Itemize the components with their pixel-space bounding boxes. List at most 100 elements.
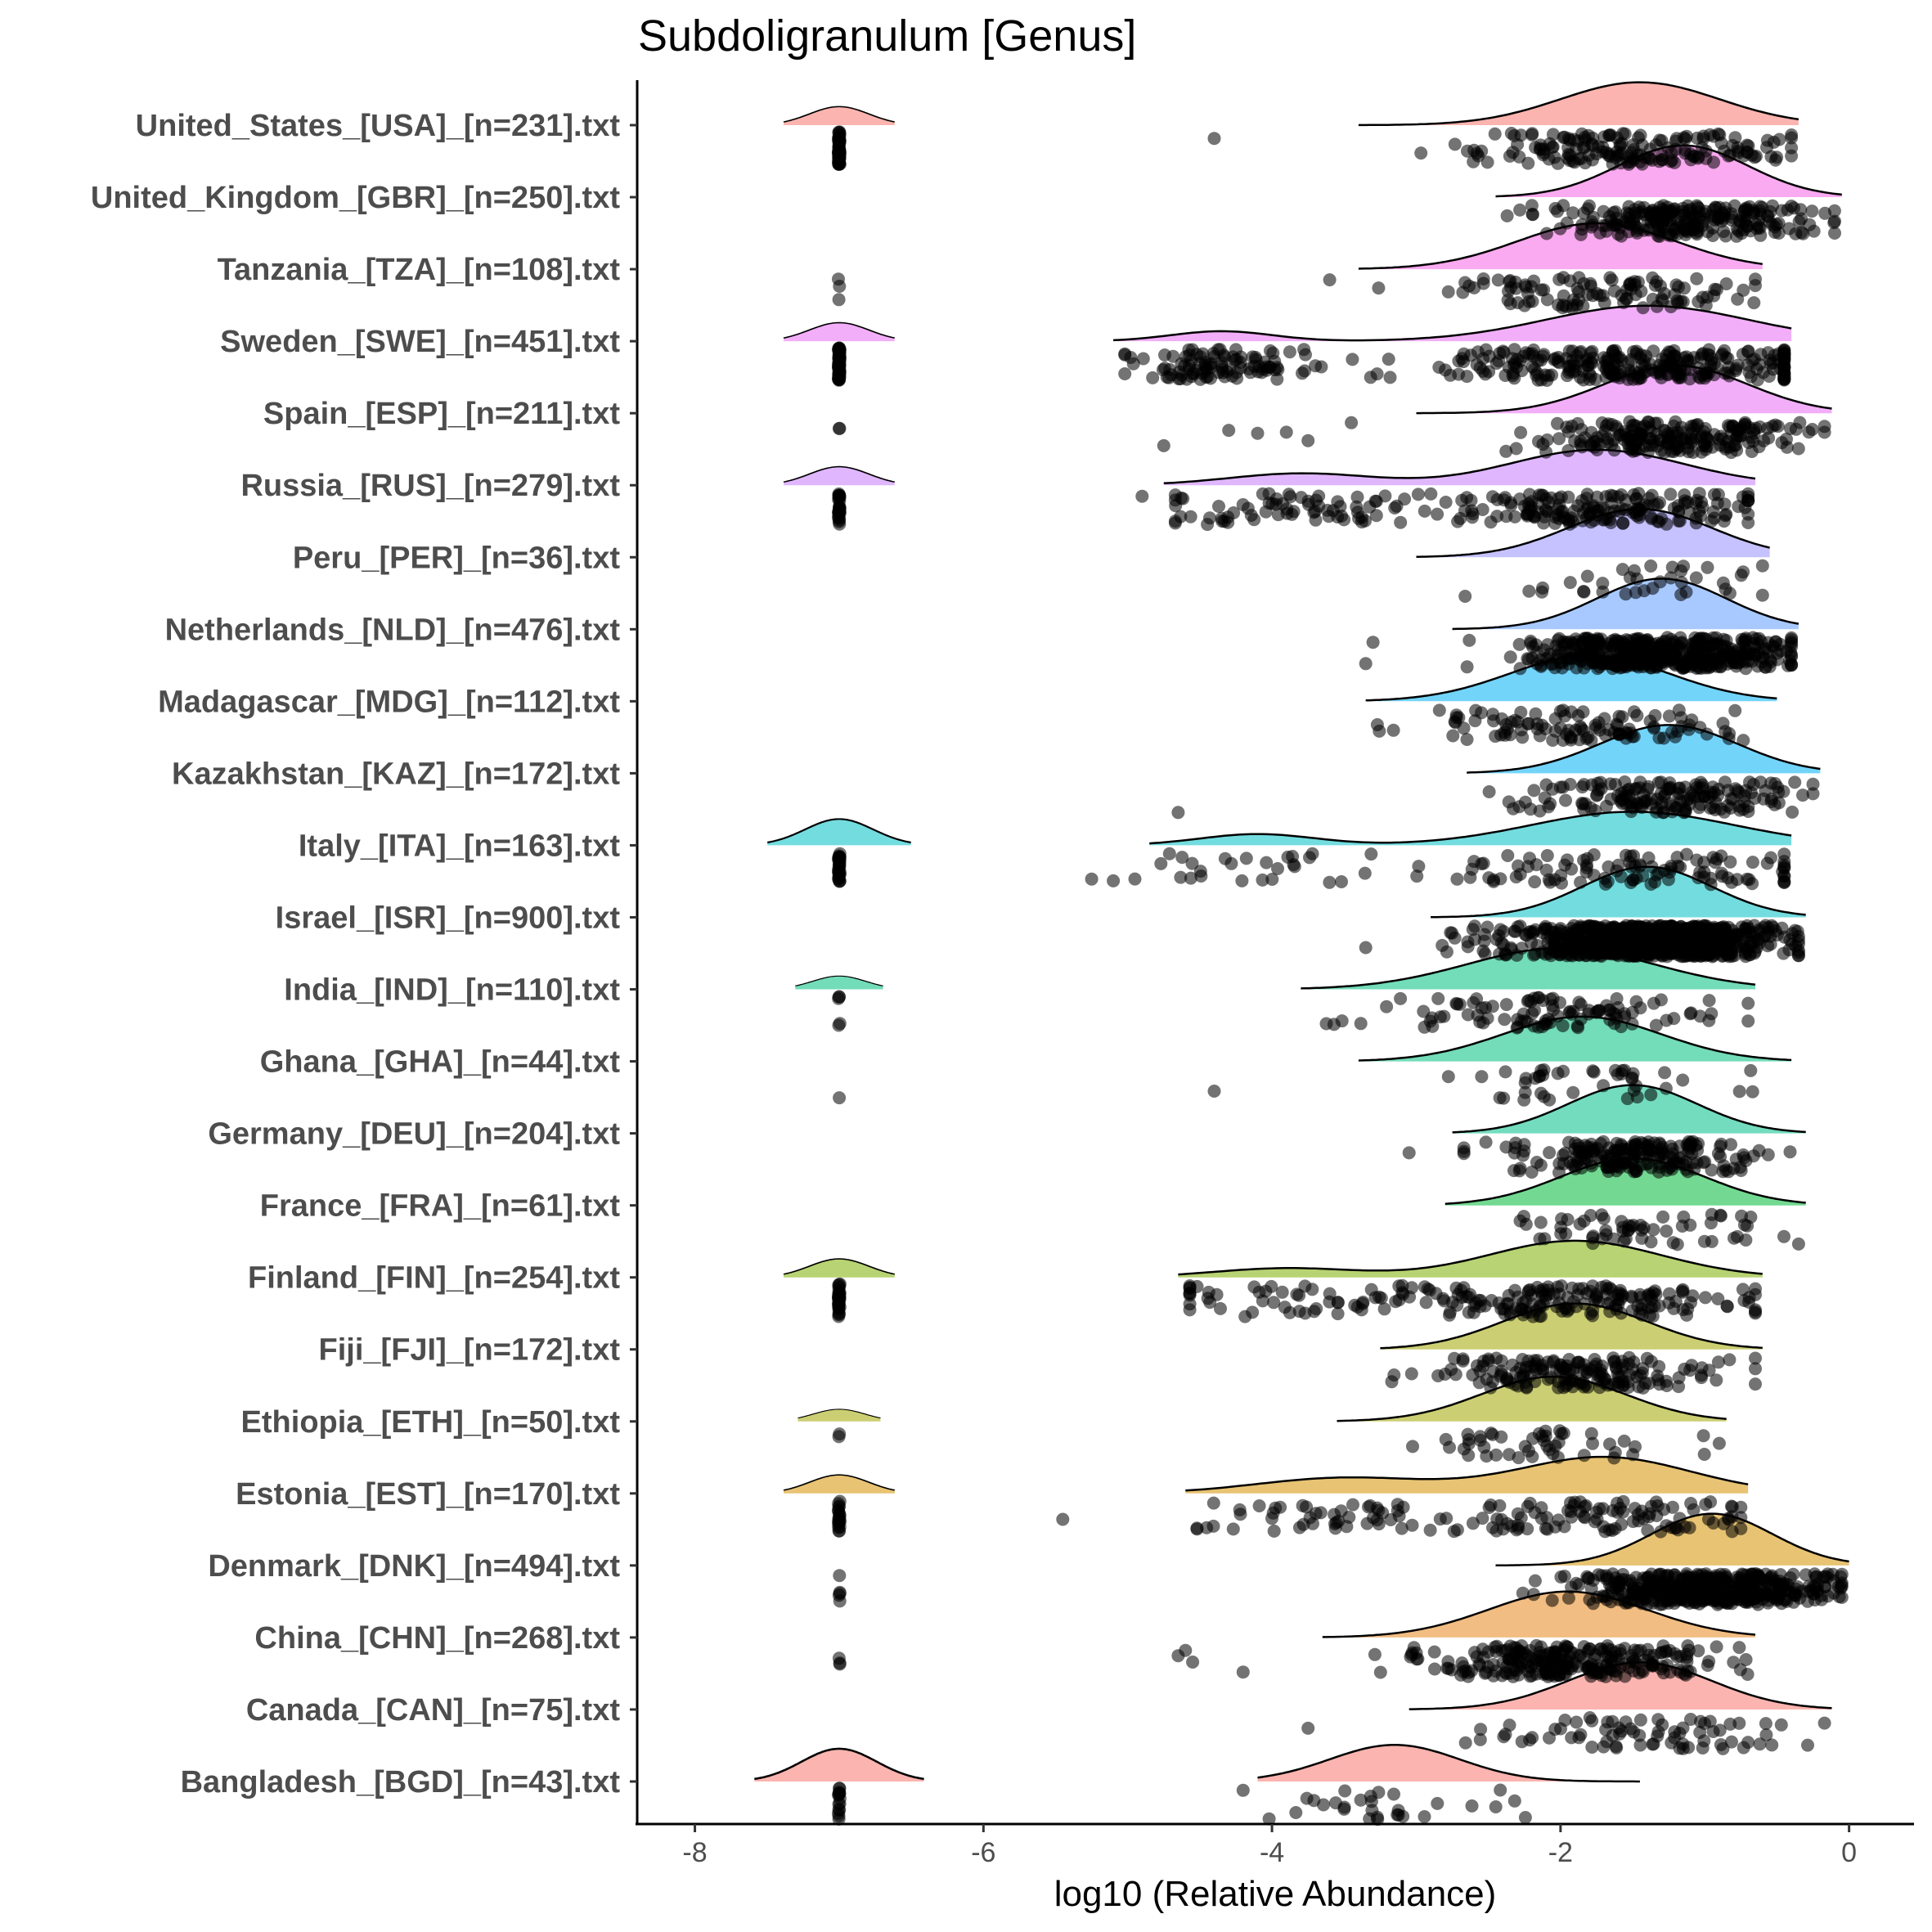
data-point xyxy=(1513,492,1527,506)
data-point xyxy=(1511,137,1525,151)
outlier-point xyxy=(1402,1146,1416,1160)
data-point xyxy=(1551,1067,1565,1081)
density-cloud xyxy=(1322,1591,1755,1638)
data-point xyxy=(1621,437,1635,451)
outlier-point xyxy=(1251,426,1265,440)
data-point xyxy=(1611,490,1625,504)
data-point xyxy=(1378,489,1392,503)
data-point xyxy=(1598,354,1612,368)
data-point xyxy=(1662,1287,1676,1301)
density-cloud xyxy=(1185,1457,1749,1494)
data-point xyxy=(1431,1369,1445,1382)
data-point xyxy=(1817,420,1831,434)
data-point xyxy=(1777,361,1791,375)
data-point xyxy=(1536,581,1549,595)
outlier-point xyxy=(1135,489,1149,503)
data-point xyxy=(1760,133,1774,147)
data-point xyxy=(1527,274,1541,288)
data-point xyxy=(1636,1362,1650,1376)
data-point xyxy=(1710,1373,1723,1387)
data-point xyxy=(1736,348,1750,362)
data-point xyxy=(1646,582,1660,595)
data-point xyxy=(1537,1063,1551,1076)
data-point xyxy=(1711,1292,1725,1305)
data-point xyxy=(1690,853,1704,867)
data-point xyxy=(1636,301,1650,315)
data-point xyxy=(1732,500,1746,514)
data-point xyxy=(1473,361,1487,375)
data-point xyxy=(1184,871,1197,885)
data-point xyxy=(1498,1065,1512,1079)
data-point xyxy=(1521,860,1535,874)
data-point xyxy=(1601,1282,1615,1296)
data-point xyxy=(1551,1009,1565,1023)
data-point xyxy=(1608,1143,1622,1157)
data-point xyxy=(1664,571,1678,585)
data-point xyxy=(1566,1380,1579,1394)
data-point xyxy=(1602,209,1616,223)
data-point xyxy=(1450,872,1464,886)
data-point xyxy=(1453,511,1467,525)
zero-density-outline xyxy=(783,1474,896,1491)
data-point xyxy=(1790,924,1804,938)
data-point xyxy=(1626,1363,1640,1377)
data-point xyxy=(1500,209,1514,222)
data-point xyxy=(1741,494,1755,507)
data-point xyxy=(1677,559,1691,573)
data-point xyxy=(1331,510,1345,523)
data-point xyxy=(1766,199,1779,213)
data-point xyxy=(1255,366,1269,380)
data-point xyxy=(1424,487,1438,501)
data-point xyxy=(1796,789,1809,802)
zero-density-outline xyxy=(783,106,896,123)
data-point xyxy=(1786,805,1799,819)
zero-density-cloud xyxy=(798,1409,881,1422)
data-point xyxy=(1154,856,1168,870)
data-point xyxy=(1629,505,1642,519)
data-point xyxy=(1736,209,1750,223)
data-point xyxy=(1516,730,1530,744)
data-point xyxy=(1267,1296,1281,1310)
data-point xyxy=(1603,150,1617,164)
data-point xyxy=(1203,511,1216,525)
data-point xyxy=(1523,1305,1537,1319)
data-point xyxy=(1414,146,1428,160)
data-point xyxy=(1449,996,1463,1010)
data-point xyxy=(1723,148,1737,162)
data-point xyxy=(1271,862,1284,875)
data-point xyxy=(1714,1209,1728,1223)
data-point xyxy=(1484,515,1498,529)
data-point xyxy=(1323,875,1337,889)
data-point xyxy=(1607,284,1621,298)
data-point xyxy=(1565,705,1579,719)
outlier-point xyxy=(1359,941,1373,955)
data-point xyxy=(1645,488,1659,502)
data-point xyxy=(1610,992,1624,1005)
data-point xyxy=(1728,703,1742,717)
data-point xyxy=(1614,1306,1628,1320)
data-point xyxy=(1467,919,1481,933)
data-point xyxy=(1749,1377,1762,1391)
zero-point xyxy=(832,1286,846,1300)
data-point xyxy=(1473,1433,1487,1447)
data-point xyxy=(1580,1152,1594,1166)
data-point xyxy=(1364,1283,1378,1296)
data-point xyxy=(1647,720,1660,734)
data-point xyxy=(1696,1429,1710,1443)
data-point xyxy=(1305,847,1319,860)
data-point xyxy=(1723,855,1737,869)
data-point xyxy=(1448,931,1462,945)
data-point xyxy=(1667,1012,1681,1026)
data-point xyxy=(1360,1516,1374,1530)
data-point xyxy=(1644,1289,1658,1303)
data-point xyxy=(1599,877,1612,891)
data-point xyxy=(1675,1220,1689,1233)
data-point xyxy=(1687,1503,1701,1516)
data-point xyxy=(1577,1449,1591,1462)
data-point xyxy=(1642,780,1656,793)
data-point xyxy=(1689,511,1703,525)
data-point xyxy=(1740,872,1754,886)
data-point xyxy=(1664,300,1678,313)
data-point xyxy=(1518,1085,1532,1099)
